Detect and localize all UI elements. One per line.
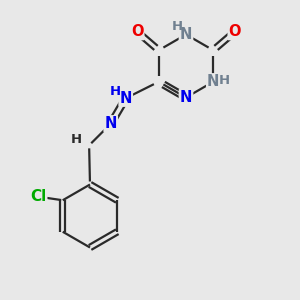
- Text: N: N: [104, 116, 117, 131]
- Text: O: O: [229, 24, 241, 39]
- Text: H: H: [110, 85, 121, 98]
- Text: N: N: [180, 27, 192, 42]
- Text: H: H: [171, 20, 183, 33]
- Text: H: H: [219, 74, 230, 87]
- Text: Cl: Cl: [30, 189, 46, 204]
- Text: O: O: [131, 24, 143, 39]
- Text: N: N: [207, 74, 220, 89]
- Text: N: N: [119, 91, 132, 106]
- Text: H: H: [71, 134, 82, 146]
- Text: N: N: [180, 90, 192, 105]
